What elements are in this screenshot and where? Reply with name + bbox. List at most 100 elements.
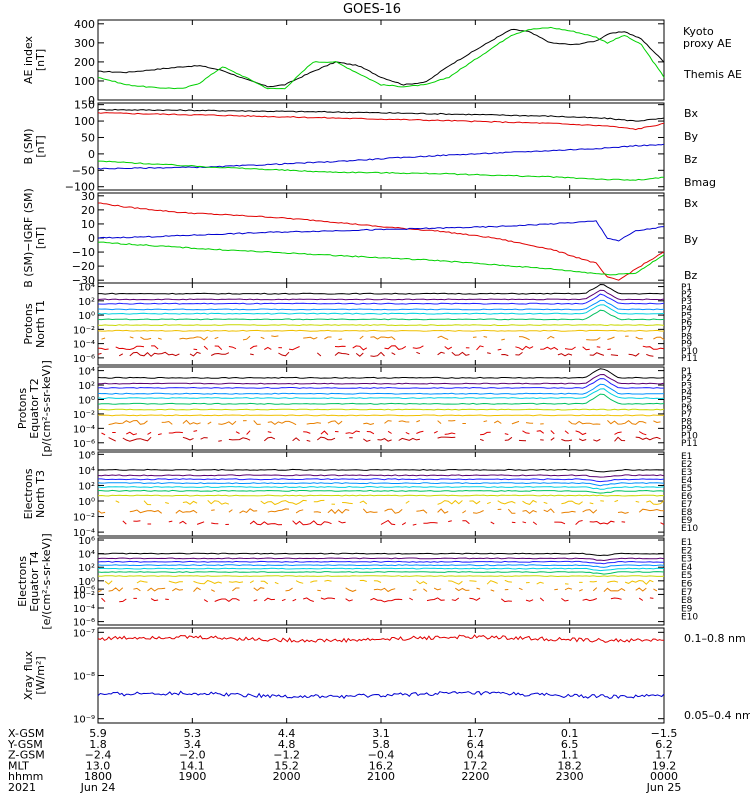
series-line-bz [97, 112, 665, 131]
panel-bsm: 150 100 50 0 −50 −100 B (SM)[nT] Bx By Bz Bmag [22, 99, 716, 194]
legend-label: E9 [681, 604, 693, 614]
series-line-p2 [98, 373, 665, 385]
y-tick-label: 10⁰ [78, 311, 95, 322]
series-line-p7 [97, 324, 665, 327]
y-tick-label: 10⁻² [73, 513, 95, 524]
ephemeris-value: 2300 [556, 770, 584, 783]
y-axis-label-line: [nT] [34, 49, 47, 71]
series-line-p10 [97, 345, 665, 351]
y-axis-label: ProtonsNorth T1 [22, 300, 47, 348]
panel-peq2: 10⁴ 10² 10⁰ 10⁻² 10⁻⁴ 10⁻⁶ ProtonsEquator T2[p… [16, 360, 698, 457]
series-line-p6 [97, 309, 665, 321]
series-line-e6 [97, 571, 665, 575]
ephemeris-value: 1900 [178, 770, 206, 783]
ephemeris-value: −1.5 [651, 727, 678, 740]
y-axis-label-line: Equator T4 [28, 551, 41, 611]
ephemeris-value: 5.8 [372, 738, 390, 751]
legend-label: E10 [681, 524, 698, 534]
y-axis-label-line: North T3 [34, 470, 47, 518]
y-axis-label-line: [nT] [34, 227, 47, 249]
series-line-e2 [97, 474, 665, 478]
y-tick-label: 10⁻⁶ [73, 618, 95, 629]
y-tick-label: 400 [74, 18, 95, 31]
panel-frame [97, 102, 665, 191]
legend-label: P8 [681, 333, 692, 343]
plot-title: GOES-16 [343, 2, 401, 17]
y-tick-label: 150 [74, 99, 95, 112]
ephemeris-value: −2.0 [179, 749, 206, 762]
series-line-e1 [97, 468, 665, 473]
y-tick-label: 10⁶ [78, 536, 95, 547]
ephemeris-value: 0000 [650, 770, 678, 783]
y-tick-label: 10⁻² [73, 590, 95, 601]
y-tick-label: 20 [81, 204, 95, 217]
y-tick-label: 100 [74, 115, 95, 128]
series-line-e10 [102, 598, 661, 602]
y-tick-label: −100 [65, 181, 95, 194]
y-axis-label-line: Protons [22, 303, 35, 344]
legend-label: Bx [684, 107, 699, 120]
y-axis-label: B (SM)−IGRF (SM)[nT] [22, 188, 47, 288]
y-tick-label: 10⁻² [73, 410, 95, 421]
legend-label: Themis AE [683, 68, 742, 81]
series-line-e6 [97, 489, 665, 494]
series-line-e10 [122, 519, 665, 526]
legend-label: P3 [681, 381, 692, 391]
y-tick-label: 10⁻⁶ [73, 585, 95, 596]
y-tick-label: 10⁰ [78, 497, 95, 508]
series-line-e2 [97, 557, 665, 562]
ephemeris-value: 0.1 [561, 727, 579, 740]
legend-label: E5 [681, 484, 692, 494]
legend-label: E10 [681, 613, 698, 623]
y-axis-label-line: AE index [22, 35, 35, 84]
ephemeris-value: 15.2 [274, 759, 299, 772]
y-tick-label: −20 [72, 260, 95, 273]
ephemeris-value: −0.4 [368, 749, 395, 762]
series-line-p3 [97, 378, 664, 389]
panel-frame [97, 627, 665, 724]
series-line-p6 [97, 393, 665, 405]
legend-label: P2 [681, 290, 692, 300]
series-line-p5 [97, 304, 665, 315]
legend-label: E6 [681, 492, 693, 502]
series-line-e8 [105, 580, 664, 584]
y-axis-label-line: B (SM)−IGRF (SM) [22, 188, 35, 288]
y-axis-label: B (SM)[nT] [22, 128, 47, 164]
series-line-p5 [97, 388, 665, 400]
ephemeris-value: Jun 24 [80, 781, 116, 794]
y-axis-label-line: Electrons [16, 556, 29, 607]
y-axis-label: ProtonsEquator T2[p/(cm²-s-sr-keV)] [16, 360, 53, 457]
legend-label: E2 [681, 546, 692, 556]
legend-label: Kyoto [683, 25, 714, 38]
series-line-p4 [97, 383, 665, 395]
series-line-e9 [97, 587, 658, 593]
series-line-e3 [97, 560, 664, 565]
legend-label: P1 [681, 283, 692, 293]
ephemeris-value: 14.1 [180, 759, 205, 772]
legend-label: E2 [681, 460, 692, 470]
y-tick-label: −30 [72, 274, 95, 287]
legend-label: By [684, 130, 699, 143]
legend-label: P9 [681, 424, 692, 434]
ephemeris-value: 4.4 [278, 727, 296, 740]
legend-label: P3 [681, 297, 692, 307]
legend-label: E4 [681, 476, 693, 486]
ephemeris-value: 5.3 [184, 727, 202, 740]
panel-pnt1: 10⁴ 10² 10⁰ 10⁻² 10⁻⁴ 10⁻⁶ ProtonsNorth T1 P1P2… [22, 282, 698, 366]
panel-frame [97, 451, 665, 537]
y-axis-label-line: [nT] [34, 135, 47, 157]
ephemeris-value: 4.8 [278, 738, 296, 751]
series-line-by [98, 160, 665, 181]
legend-label: E6 [681, 580, 693, 590]
y-tick-label: 10² [78, 381, 95, 392]
legend-label: E7 [681, 500, 692, 510]
y-tick-label: 10⁻⁸ [73, 672, 95, 683]
legend-label: P7 [681, 326, 692, 336]
ephemeris-row-label: Y-GSM [7, 738, 43, 751]
